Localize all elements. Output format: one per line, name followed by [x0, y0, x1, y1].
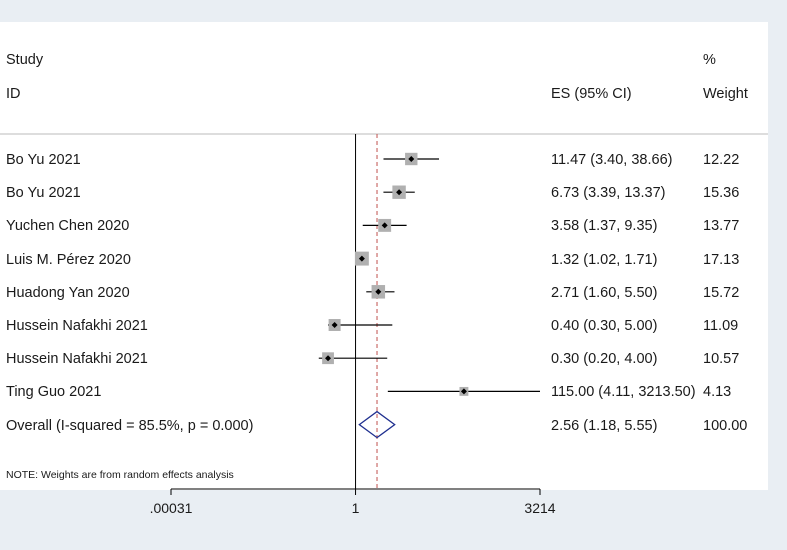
- study-id: Ting Guo 2021: [6, 384, 102, 401]
- study-weight: 17.13: [703, 251, 740, 268]
- study-weight: 11.09: [703, 318, 739, 334]
- study-weight: 15.36: [703, 185, 740, 202]
- footnote: NOTE: Weights are from random effects an…: [6, 469, 234, 481]
- study-weight: 12.22: [703, 152, 740, 168]
- weight-header: Weight: [703, 86, 748, 102]
- overall-es-ci: 2.56 (1.18, 5.55): [551, 417, 658, 434]
- study-es-ci: 0.40 (0.30, 5.00): [551, 318, 658, 334]
- study-weight: 4.13: [703, 384, 732, 401]
- plot-panel: [0, 22, 768, 490]
- x-tick-label: .00031: [149, 500, 193, 516]
- study-es-ci: 11.47 (3.40, 38.66): [551, 152, 673, 168]
- overall-diamond: [358, 410, 396, 439]
- study-es-ci: 1.32 (1.02, 1.71): [551, 251, 658, 268]
- study-es-ci: 0.30 (0.20, 4.00): [551, 351, 658, 368]
- study-id: Yuchen Chen 2020: [6, 218, 130, 235]
- study-es-ci: 115.00 (4.11, 3213.50): [551, 384, 696, 401]
- study-id: Hussein Nafakhi 2021: [6, 351, 148, 368]
- x-tick-label: 1: [351, 500, 360, 516]
- study-id: Bo Yu 2021: [6, 152, 81, 168]
- point-estimate: [325, 355, 332, 362]
- study-es-ci: 2.71 (1.60, 5.50): [551, 284, 658, 301]
- point-estimate: [460, 388, 467, 395]
- study-id: Hussein Nafakhi 2021: [6, 318, 148, 334]
- study-weight: 10.57: [703, 351, 740, 368]
- point-estimate: [331, 322, 338, 328]
- study-weight: 15.72: [703, 284, 740, 301]
- study-id: Luis M. Pérez 2020: [6, 251, 131, 268]
- study-es-ci: 3.58 (1.37, 9.35): [551, 218, 658, 235]
- point-estimate: [375, 288, 382, 295]
- overall-weight: 100.00: [703, 417, 748, 434]
- point-estimate: [408, 156, 415, 162]
- study-header: Study: [6, 52, 44, 68]
- study-id: Bo Yu 2021: [6, 185, 81, 202]
- point-estimate: [396, 189, 403, 196]
- point-estimate: [381, 222, 388, 229]
- overall-label: Overall (I-squared = 85.5%, p = 0.000): [6, 417, 254, 434]
- study-weight: 13.77: [703, 218, 740, 235]
- point-estimate: [358, 255, 365, 262]
- id-header: ID: [6, 86, 21, 102]
- x-tick-label: 3214: [524, 500, 556, 516]
- study-id: Huadong Yan 2020: [6, 284, 130, 301]
- es-header: ES (95% CI): [551, 86, 632, 102]
- study-es-ci: 6.73 (3.39, 13.37): [551, 185, 666, 202]
- weight-percent-header: %: [703, 52, 716, 68]
